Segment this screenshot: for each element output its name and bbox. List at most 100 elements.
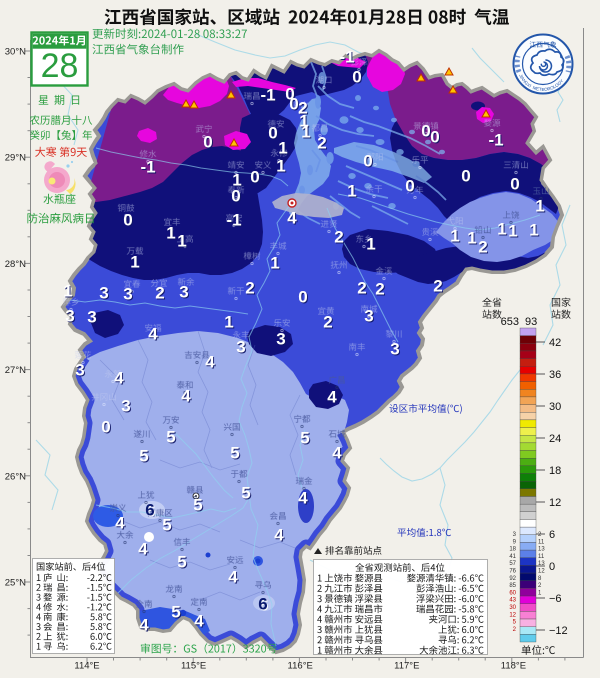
svg-text:0: 0 — [422, 123, 431, 142]
svg-text:1: 1 — [538, 590, 542, 596]
svg-text:0: 0 — [203, 133, 212, 152]
svg-text:9: 9 — [513, 539, 517, 545]
svg-text:1: 1 — [509, 223, 518, 242]
svg-text:12: 12 — [549, 497, 561, 509]
svg-text:118°E: 118°E — [501, 661, 526, 672]
svg-text:3: 3 — [99, 284, 108, 303]
svg-text:5: 5 — [178, 554, 187, 573]
svg-text:2: 2 — [317, 134, 326, 153]
svg-text:1: 1 — [166, 224, 175, 243]
svg-text:-1: -1 — [226, 211, 241, 230]
svg-text:1: 1 — [450, 227, 459, 246]
svg-text:12: 12 — [509, 612, 516, 618]
svg-text:1: 1 — [233, 172, 242, 191]
svg-text:2: 2 — [299, 100, 308, 119]
svg-text:4: 4 — [139, 616, 149, 635]
svg-text:4: 4 — [229, 569, 239, 588]
svg-text:5: 5 — [162, 516, 171, 535]
svg-text:29°N: 29°N — [5, 153, 26, 164]
svg-text:-1: -1 — [488, 131, 503, 150]
svg-text:0: 0 — [352, 68, 361, 87]
svg-text:6: 6 — [549, 529, 555, 541]
svg-text:93: 93 — [525, 316, 537, 328]
svg-text:2: 2 — [358, 280, 367, 299]
svg-text:5: 5 — [177, 553, 186, 572]
svg-text:2: 2 — [538, 583, 542, 589]
svg-text:0: 0 — [286, 86, 295, 105]
svg-text:11: 11 — [538, 539, 545, 545]
svg-text:5: 5 — [300, 429, 309, 448]
svg-text:1: 1 — [347, 182, 356, 201]
svg-text:0: 0 — [431, 129, 440, 148]
svg-text:0: 0 — [231, 187, 240, 206]
svg-text:3: 3 — [100, 285, 109, 304]
svg-text:0: 0 — [298, 288, 307, 307]
svg-text:0: 0 — [363, 152, 372, 171]
svg-text:2: 2 — [478, 238, 487, 257]
svg-text:0: 0 — [204, 134, 213, 153]
svg-text:3: 3 — [364, 307, 373, 326]
svg-text:653: 653 — [501, 316, 519, 328]
svg-text:2: 2 — [513, 627, 517, 633]
svg-text:-1: -1 — [340, 49, 355, 68]
svg-text:2: 2 — [155, 284, 164, 303]
svg-text:0: 0 — [549, 561, 555, 573]
svg-text:1: 1 — [300, 113, 309, 132]
svg-text:3: 3 — [236, 338, 245, 357]
svg-text:0: 0 — [102, 419, 111, 438]
svg-text:4: 4 — [139, 541, 149, 560]
svg-text:2: 2 — [433, 277, 442, 296]
svg-text:3: 3 — [122, 398, 131, 417]
svg-text:1: 1 — [225, 314, 234, 333]
svg-text:0: 0 — [405, 177, 414, 196]
svg-text:1: 1 — [497, 220, 506, 239]
svg-text:25°N: 25°N — [5, 578, 26, 589]
svg-text:4: 4 — [114, 369, 124, 388]
svg-text:92: 92 — [509, 576, 516, 582]
svg-text:26°N: 26°N — [5, 471, 26, 482]
svg-text:5: 5 — [231, 445, 240, 464]
svg-text:4: 4 — [299, 490, 309, 509]
svg-text:−12: −12 — [549, 625, 568, 637]
svg-text:28: 28 — [41, 47, 79, 85]
svg-text:1: 1 — [224, 313, 233, 332]
svg-text:30°N: 30°N — [5, 47, 26, 58]
svg-text:0: 0 — [123, 211, 132, 230]
svg-text:115°E: 115°E — [181, 661, 206, 672]
svg-text:24: 24 — [549, 433, 561, 445]
svg-text:0: 0 — [406, 178, 415, 197]
svg-text:4: 4 — [327, 388, 337, 407]
svg-text:0: 0 — [510, 175, 519, 194]
svg-text:85: 85 — [509, 583, 516, 589]
svg-text:0: 0 — [430, 128, 439, 147]
svg-text:2: 2 — [375, 280, 384, 299]
svg-text:3: 3 — [276, 330, 285, 349]
svg-text:1: 1 — [178, 233, 187, 252]
svg-text:3: 3 — [180, 284, 189, 303]
svg-text:0: 0 — [289, 95, 298, 114]
svg-text:2: 2 — [538, 532, 542, 538]
svg-text:2: 2 — [434, 278, 443, 297]
svg-text:5: 5 — [241, 484, 250, 503]
svg-text:0: 0 — [511, 176, 520, 195]
svg-text:2: 2 — [298, 99, 307, 118]
svg-text:4: 4 — [195, 613, 205, 632]
svg-text:18: 18 — [549, 465, 561, 477]
svg-text:0: 0 — [268, 124, 277, 143]
svg-text:1: 1 — [276, 157, 285, 176]
svg-text:4: 4 — [332, 444, 342, 463]
svg-text:1: 1 — [498, 221, 507, 240]
svg-text:13: 13 — [538, 561, 545, 567]
svg-text:1: 1 — [530, 222, 539, 241]
svg-text:1: 1 — [277, 158, 286, 177]
svg-text:0: 0 — [421, 122, 430, 141]
svg-text:2: 2 — [479, 239, 488, 258]
svg-text:6: 6 — [258, 595, 267, 614]
svg-text:8: 8 — [538, 576, 542, 582]
svg-text:57: 57 — [509, 561, 516, 567]
svg-text:4: 4 — [116, 515, 126, 534]
svg-text:5: 5 — [163, 517, 172, 536]
svg-text:4: 4 — [298, 489, 308, 508]
svg-text:2: 2 — [376, 281, 385, 300]
svg-text:4: 4 — [115, 514, 125, 533]
